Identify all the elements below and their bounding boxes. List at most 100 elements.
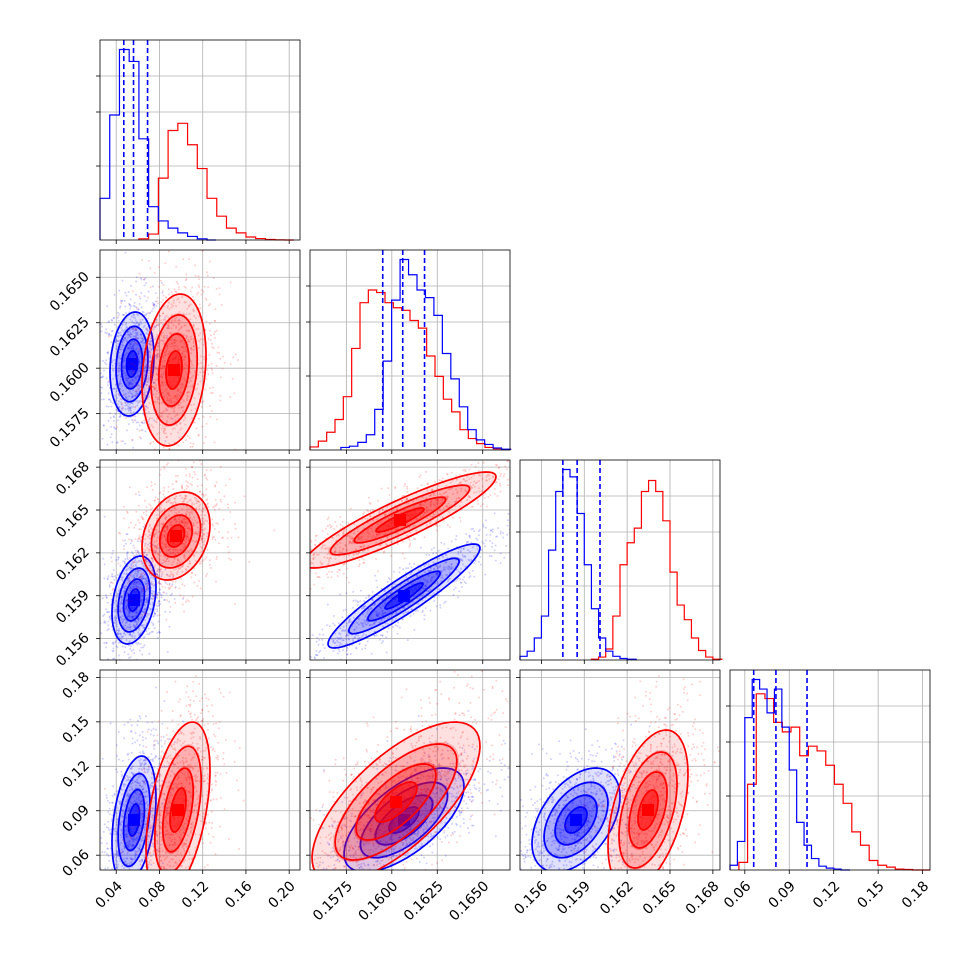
scatter-point bbox=[119, 663, 121, 665]
scatter-point bbox=[151, 631, 153, 633]
scatter-point bbox=[163, 592, 165, 594]
scatter-point bbox=[214, 331, 216, 333]
scatter-point bbox=[457, 597, 459, 599]
scatter-point bbox=[122, 560, 124, 562]
scatter-point bbox=[143, 420, 145, 422]
scatter-point bbox=[482, 494, 484, 496]
scatter-point bbox=[124, 292, 126, 294]
scatter-point bbox=[402, 553, 404, 555]
scatter-point bbox=[108, 392, 110, 394]
scatter-point bbox=[365, 644, 367, 646]
scatter-point bbox=[216, 365, 218, 367]
scatter-point bbox=[205, 297, 207, 299]
scatter-point bbox=[307, 568, 309, 570]
scatter-point bbox=[144, 456, 146, 458]
scatter-point bbox=[219, 395, 221, 397]
scatter-point bbox=[162, 290, 164, 292]
scatter-point bbox=[197, 292, 199, 294]
scatter-point bbox=[222, 368, 224, 370]
scatter-point bbox=[376, 586, 378, 588]
scatter-point bbox=[158, 266, 160, 268]
scatter-point bbox=[169, 611, 171, 613]
scatter-point bbox=[135, 511, 137, 513]
scatter-point bbox=[179, 587, 181, 589]
scatter-point bbox=[498, 478, 500, 480]
scatter-point bbox=[134, 415, 136, 417]
scatter-point bbox=[358, 559, 360, 561]
scatter-point bbox=[482, 524, 484, 526]
scatter-point bbox=[210, 469, 212, 471]
scatter-point bbox=[158, 631, 160, 633]
scatter-point bbox=[413, 563, 415, 565]
scatter-point bbox=[207, 286, 209, 288]
scatter-point bbox=[177, 475, 179, 477]
scatter-point bbox=[113, 426, 115, 428]
scatter-point bbox=[155, 496, 157, 498]
scatter-point bbox=[138, 561, 140, 563]
scatter-point bbox=[379, 639, 381, 641]
scatter-point bbox=[132, 415, 134, 417]
scatter-point bbox=[469, 537, 471, 539]
scatter-point bbox=[206, 299, 208, 301]
scatter-point bbox=[167, 491, 169, 493]
scatter-point bbox=[109, 662, 111, 664]
scatter-point bbox=[483, 543, 485, 545]
scatter-point bbox=[325, 667, 327, 669]
scatter-point bbox=[152, 616, 154, 618]
scatter-point bbox=[213, 333, 215, 335]
scatter-point bbox=[188, 258, 190, 260]
scatter-point bbox=[139, 650, 141, 652]
scatter-point bbox=[216, 330, 218, 332]
scatter-point bbox=[359, 600, 361, 602]
scatter-point bbox=[141, 654, 143, 656]
scatter-point bbox=[472, 528, 474, 530]
scatter-point bbox=[431, 549, 433, 551]
scatter-point bbox=[171, 583, 173, 585]
scatter-point bbox=[323, 660, 325, 662]
scatter-point bbox=[321, 628, 323, 630]
scatter-point bbox=[185, 474, 187, 476]
scatter-point bbox=[154, 613, 156, 615]
scatter-point bbox=[97, 605, 99, 607]
scatter-point bbox=[197, 485, 199, 487]
scatter-point bbox=[206, 369, 208, 371]
scatter-point bbox=[137, 421, 139, 423]
scatter-point bbox=[115, 559, 117, 561]
scatter-point bbox=[502, 537, 504, 539]
scatter-point bbox=[183, 611, 185, 613]
scatter-point bbox=[222, 356, 224, 358]
scatter-point bbox=[138, 494, 140, 496]
scatter-point bbox=[191, 484, 193, 486]
scatter-point bbox=[318, 639, 320, 641]
scatter-point bbox=[154, 608, 156, 610]
scatter-point bbox=[135, 385, 137, 387]
scatter-point bbox=[436, 605, 438, 607]
scatter-point bbox=[181, 584, 183, 586]
scatter-point bbox=[411, 567, 413, 569]
scatter-point bbox=[200, 294, 202, 296]
scatter-point bbox=[131, 419, 133, 421]
scatter-point bbox=[489, 534, 491, 536]
scatter-point bbox=[212, 507, 214, 509]
scatter-point bbox=[128, 423, 130, 425]
scatter-point bbox=[477, 462, 479, 464]
scatter-point bbox=[169, 606, 171, 608]
scatter-point bbox=[129, 456, 131, 458]
scatter-point bbox=[500, 552, 502, 554]
scatter-point bbox=[135, 358, 137, 360]
scatter-point bbox=[216, 352, 218, 354]
scatter-point bbox=[120, 610, 122, 612]
scatter-point bbox=[181, 486, 183, 488]
scatter-point bbox=[312, 634, 314, 636]
scatter-point bbox=[399, 567, 401, 569]
scatter-point bbox=[477, 539, 479, 541]
scatter-point bbox=[102, 438, 104, 440]
scatter-point bbox=[473, 576, 475, 578]
scatter-point bbox=[497, 527, 499, 529]
scatter-point bbox=[149, 267, 151, 269]
scatter-point bbox=[131, 566, 133, 568]
scatter-point bbox=[434, 481, 436, 483]
scatter-point bbox=[511, 549, 513, 551]
scatter-point bbox=[227, 531, 229, 533]
scatter-point bbox=[108, 336, 110, 338]
